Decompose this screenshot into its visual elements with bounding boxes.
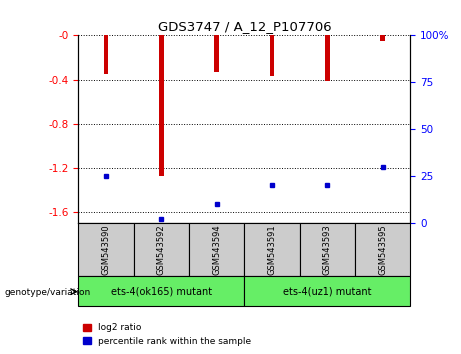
Bar [189, 223, 244, 276]
Bar [380, 35, 385, 41]
Bar [159, 35, 164, 176]
Bar [244, 223, 300, 276]
Legend: log2 ratio, percentile rank within the sample: log2 ratio, percentile rank within the s… [83, 324, 251, 346]
Text: GSM543592: GSM543592 [157, 224, 166, 275]
Text: ets-4(uz1) mutant: ets-4(uz1) mutant [283, 286, 372, 296]
Title: GDS3747 / A_12_P107706: GDS3747 / A_12_P107706 [158, 20, 331, 33]
Bar [325, 35, 330, 81]
Text: GSM543591: GSM543591 [267, 224, 277, 275]
Bar [244, 276, 410, 306]
Text: genotype/variation: genotype/variation [5, 287, 91, 297]
Bar [214, 35, 219, 72]
Bar [270, 35, 274, 76]
Bar [78, 276, 244, 306]
Bar [355, 223, 410, 276]
Text: GSM543590: GSM543590 [101, 224, 111, 275]
Text: GSM543593: GSM543593 [323, 224, 332, 275]
Bar [300, 223, 355, 276]
Bar [104, 35, 108, 74]
Text: GSM543595: GSM543595 [378, 224, 387, 275]
Text: GSM543594: GSM543594 [212, 224, 221, 275]
Bar [134, 223, 189, 276]
Text: ets-4(ok165) mutant: ets-4(ok165) mutant [111, 286, 212, 296]
Bar [78, 223, 134, 276]
